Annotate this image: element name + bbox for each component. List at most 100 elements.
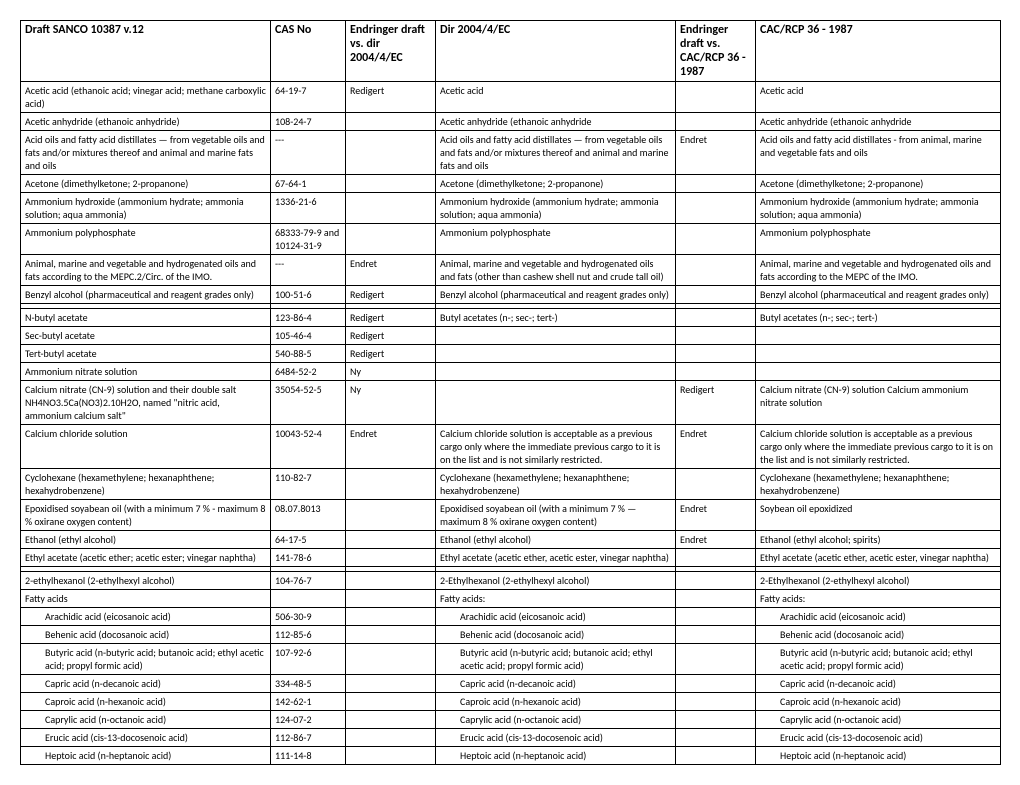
table-row: Caproic acid (n-hexanoic acid)142-62-1Ca…	[21, 693, 1001, 711]
table-cell: Ny	[346, 381, 436, 425]
table-cell: Calcium chloride solution	[21, 425, 271, 469]
table-cell: Acid oils and fatty acid distillates - f…	[756, 131, 1001, 175]
table-cell: Redigert	[676, 381, 756, 425]
table-row: Behenic acid (docosanoic acid)112-85-6Be…	[21, 626, 1001, 644]
table-cell: 107-92-6	[271, 644, 346, 675]
col-header-endringer-dir: Endringer draft vs. dir 2004/4/EC	[346, 21, 436, 82]
table-cell: Cyclohexane (hexamethylene; hexanaphthen…	[21, 469, 271, 500]
table-cell: Endret	[676, 425, 756, 469]
col-header-cas: CAS No	[271, 21, 346, 82]
table-cell	[676, 345, 756, 363]
table-cell: Fatty acids:	[756, 590, 1001, 608]
col-header-dir: Dir 2004/4/EC	[436, 21, 676, 82]
table-cell	[676, 711, 756, 729]
table-cell: 141-78-6	[271, 549, 346, 567]
table-cell	[676, 608, 756, 626]
table-cell: 64-19-7	[271, 82, 346, 113]
table-cell: Capric acid (n-decanoic acid)	[436, 675, 676, 693]
table-cell	[346, 131, 436, 175]
table-cell: 334-48-5	[271, 675, 346, 693]
table-cell: Calcium nitrate (CN-9) solution Calcium …	[756, 381, 1001, 425]
table-row: Acetic anhydride (ethanoic anhydride)108…	[21, 113, 1001, 131]
table-cell: 10043-52-4	[271, 425, 346, 469]
table-cell: Caprylic acid (n-octanoic acid)	[21, 711, 271, 729]
table-cell: 68333-79-9 and 10124-31-9	[271, 224, 346, 255]
table-cell: Redigert	[346, 327, 436, 345]
table-cell: Tert-butyl acetate	[21, 345, 271, 363]
table-row: N-butyl acetate123-86-4RedigertButyl ace…	[21, 309, 1001, 327]
table-cell	[346, 531, 436, 549]
table-cell: 112-86-7	[271, 729, 346, 747]
table-cell: Ammonium polyphosphate	[756, 224, 1001, 255]
table-cell	[676, 327, 756, 345]
table-cell: Endret	[676, 531, 756, 549]
table-cell: Heptoic acid (n-heptanoic acid)	[436, 747, 676, 765]
table-cell: Ammonium hydroxide (ammonium hydrate; am…	[21, 193, 271, 224]
table-cell: Erucic acid (cis-13-docosenoic acid)	[436, 729, 676, 747]
table-cell: 124-07-2	[271, 711, 346, 729]
table-cell: Acetic acid (ethanoic acid; vinegar acid…	[21, 82, 271, 113]
table-cell	[436, 345, 676, 363]
table-cell: 105-46-4	[271, 327, 346, 345]
table-cell: Epoxidised soyabean oil (with a minimum …	[21, 500, 271, 531]
table-row: Ammonium nitrate solution6484-52-2Ny	[21, 363, 1001, 381]
table-row: Acetone (dimethylketone; 2-propanone)67-…	[21, 175, 1001, 193]
table-row: Epoxidised soyabean oil (with a minimum …	[21, 500, 1001, 531]
table-cell: Ethyl acetate (acetic ether, acetic este…	[756, 549, 1001, 567]
table-cell	[756, 327, 1001, 345]
table-cell	[676, 286, 756, 304]
table-cell	[676, 549, 756, 567]
table-cell: Animal, marine and vegetable and hydroge…	[756, 255, 1001, 286]
table-cell	[346, 590, 436, 608]
table-row: Calcium nitrate (CN-9) solution and thei…	[21, 381, 1001, 425]
table-cell	[346, 747, 436, 765]
table-cell: Animal, marine and vegetable and hydroge…	[436, 255, 676, 286]
table-cell: 104-76-7	[271, 572, 346, 590]
table-cell: Behenic acid (docosanoic acid)	[436, 626, 676, 644]
table-cell: Caproic acid (n-hexanoic acid)	[21, 693, 271, 711]
table-cell: 2-Ethylhexanol (2-ethylhexyl alcohol)	[436, 572, 676, 590]
table-cell	[676, 626, 756, 644]
table-cell: Calcium chloride solution is acceptable …	[436, 425, 676, 469]
table-cell: 540-88-5	[271, 345, 346, 363]
table-cell: Ny	[346, 363, 436, 381]
table-row: Heptoic acid (n-heptanoic acid)111-14-8H…	[21, 747, 1001, 765]
table-cell: 08.07.8013	[271, 500, 346, 531]
table-cell: 110-82-7	[271, 469, 346, 500]
table-cell	[756, 345, 1001, 363]
table-cell: Redigert	[346, 286, 436, 304]
table-cell: Ammonium polyphosphate	[436, 224, 676, 255]
table-cell: Butyric acid (n-butyric acid; butanoic a…	[436, 644, 676, 675]
table-row: Benzyl alcohol (pharmaceutical and reage…	[21, 286, 1001, 304]
table-cell: 6484-52-2	[271, 363, 346, 381]
table-cell: Acetone (dimethylketone; 2-propanone)	[21, 175, 271, 193]
table-cell	[676, 572, 756, 590]
table-cell: 64-17-5	[271, 531, 346, 549]
table-cell: 112-85-6	[271, 626, 346, 644]
table-cell: 100-51-6	[271, 286, 346, 304]
table-row: 2-ethylhexanol (2-ethylhexyl alcohol)104…	[21, 572, 1001, 590]
table-cell: 108-24-7	[271, 113, 346, 131]
table-cell	[271, 590, 346, 608]
table-cell: Capric acid (n-decanoic acid)	[21, 675, 271, 693]
table-cell: Redigert	[346, 345, 436, 363]
table-row: Ethyl acetate (acetic ether; acetic este…	[21, 549, 1001, 567]
table-cell: ---	[271, 255, 346, 286]
table-cell	[676, 113, 756, 131]
table-row: Ammonium hydroxide (ammonium hydrate; am…	[21, 193, 1001, 224]
table-cell: Heptoic acid (n-heptanoic acid)	[756, 747, 1001, 765]
table-cell	[346, 675, 436, 693]
table-cell	[346, 644, 436, 675]
table-row: Erucic acid (cis-13-docosenoic acid) 112-…	[21, 729, 1001, 747]
table-cell: Calcium nitrate (CN-9) solution and thei…	[21, 381, 271, 425]
table-cell: Endret	[346, 255, 436, 286]
table-cell: Calcium chloride solution is acceptable …	[756, 425, 1001, 469]
table-cell: Capric acid (n-decanoic acid)	[756, 675, 1001, 693]
table-cell	[346, 729, 436, 747]
table-cell: Fatty acids	[21, 590, 271, 608]
table-cell: Benzyl alcohol (pharmaceutical and reage…	[436, 286, 676, 304]
table-cell	[676, 590, 756, 608]
table-cell	[346, 175, 436, 193]
col-header-endringer-cac: Endringer draft vs. CAC/RCP 36 - 1987	[676, 21, 756, 82]
table-header: Draft SANCO 10387 v.12 CAS No Endringer …	[21, 21, 1001, 82]
